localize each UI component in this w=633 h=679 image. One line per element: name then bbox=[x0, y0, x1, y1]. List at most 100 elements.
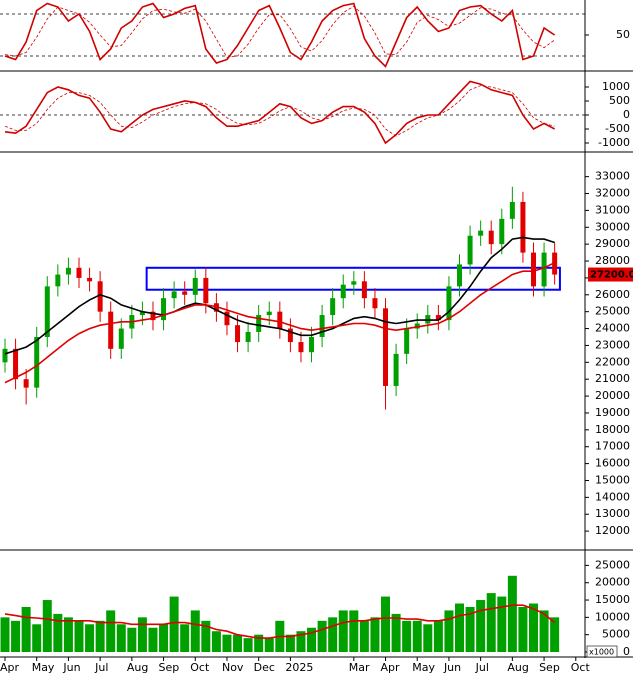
candle-body bbox=[319, 315, 325, 337]
volume-bar bbox=[476, 600, 486, 652]
candle-body bbox=[2, 348, 8, 363]
y-tick-label: 16000 bbox=[595, 457, 630, 470]
volume-bar bbox=[0, 617, 10, 652]
line-series bbox=[4, 2, 556, 68]
candle-body bbox=[44, 286, 50, 337]
x-tick-label: Mar bbox=[349, 661, 370, 674]
candle-body bbox=[13, 348, 19, 380]
unit-label: x1000 bbox=[589, 648, 614, 657]
candle-body bbox=[446, 286, 452, 321]
y-tick-label: 0 bbox=[623, 645, 630, 658]
candle-body bbox=[425, 315, 431, 324]
volume-bar bbox=[190, 610, 200, 652]
candle-body bbox=[309, 336, 315, 353]
line-series bbox=[4, 85, 555, 137]
candle-body bbox=[277, 311, 283, 329]
candle-body bbox=[182, 291, 188, 295]
y-tick-label: 23000 bbox=[595, 338, 630, 351]
line-series bbox=[4, 604, 556, 639]
y-tick-label: 24000 bbox=[595, 322, 630, 335]
y-tick-label: 25000 bbox=[595, 305, 630, 318]
candle-body bbox=[118, 328, 124, 349]
x-tick-label: May bbox=[32, 661, 55, 674]
candle-body bbox=[488, 230, 494, 245]
candle-body bbox=[467, 235, 473, 265]
volume-bar bbox=[11, 620, 21, 652]
volume-bar bbox=[159, 624, 169, 652]
volume-bar bbox=[201, 620, 211, 652]
volume-bar bbox=[328, 617, 338, 652]
candle-body bbox=[414, 323, 420, 329]
candle-body bbox=[383, 308, 389, 386]
candle-body bbox=[171, 291, 177, 299]
y-tick-label: 500 bbox=[609, 94, 630, 107]
candle-body bbox=[499, 218, 505, 245]
volume-bar bbox=[444, 610, 454, 652]
volume-bar bbox=[74, 620, 84, 652]
x-tick-label: Apr bbox=[381, 661, 401, 674]
line-series bbox=[4, 261, 555, 384]
candle-body bbox=[76, 267, 82, 278]
volume-bar bbox=[106, 610, 116, 652]
candle-body bbox=[150, 311, 156, 321]
volume-bar bbox=[381, 596, 391, 652]
candle-body bbox=[139, 311, 145, 316]
candle-body bbox=[287, 328, 293, 343]
candle-body bbox=[97, 281, 103, 312]
last-price-label: 27200.00 bbox=[590, 270, 633, 281]
y-tick-label: 0 bbox=[623, 108, 630, 121]
candle-body bbox=[531, 252, 536, 287]
volume-bar bbox=[53, 613, 63, 652]
y-tick-label: 17000 bbox=[595, 440, 630, 453]
candle-body bbox=[457, 264, 463, 287]
volume-bar bbox=[349, 610, 359, 652]
candle-body bbox=[266, 311, 272, 316]
volume-bar bbox=[285, 634, 295, 652]
x-tick-label: Sep bbox=[159, 661, 180, 674]
volume-bar bbox=[307, 627, 317, 652]
volume-bar bbox=[296, 631, 306, 652]
candle-body bbox=[245, 331, 251, 343]
candle-body bbox=[478, 230, 484, 236]
y-tick-label: 12000 bbox=[595, 524, 630, 537]
y-tick-label: 20000 bbox=[595, 389, 630, 402]
volume-bar bbox=[148, 627, 158, 652]
volume-bar bbox=[63, 617, 73, 652]
last-price-box bbox=[588, 267, 633, 282]
y-tick-label: 22000 bbox=[595, 355, 630, 368]
volume-bar bbox=[423, 624, 433, 652]
candle-body bbox=[108, 311, 114, 349]
candle-body bbox=[192, 277, 198, 295]
x-tick-label: Apr bbox=[0, 661, 20, 674]
volume-bar bbox=[21, 606, 31, 652]
volume-bar bbox=[550, 617, 560, 652]
volume-bar bbox=[539, 610, 549, 652]
line-series bbox=[4, 80, 555, 145]
volume-bar bbox=[338, 610, 348, 652]
volume-bar bbox=[42, 600, 52, 652]
volume-bar bbox=[32, 624, 42, 652]
volume-bar bbox=[233, 634, 243, 652]
volume-bar bbox=[243, 638, 253, 652]
y-tick-label: 29000 bbox=[595, 237, 630, 250]
volume-bar bbox=[359, 620, 369, 652]
x-tick-label: Aug bbox=[507, 661, 528, 674]
y-tick-label: 28000 bbox=[595, 254, 630, 267]
volume-bar bbox=[95, 620, 105, 652]
x-tick-label: 2025 bbox=[285, 661, 313, 674]
volume-bar bbox=[486, 593, 496, 652]
candle-body bbox=[65, 267, 71, 275]
candle-body bbox=[224, 311, 230, 326]
volume-bar bbox=[497, 596, 507, 652]
volume-bar bbox=[465, 606, 475, 652]
candle-body bbox=[340, 284, 346, 299]
x-tick-label: Jul bbox=[94, 661, 108, 674]
volume-bar bbox=[180, 624, 190, 652]
y-tick-label: 33000 bbox=[595, 170, 630, 183]
candle-body bbox=[372, 298, 378, 309]
candle-body bbox=[213, 303, 219, 312]
y-tick-label: 32000 bbox=[595, 187, 630, 200]
x-tick-label: Nov bbox=[222, 661, 244, 674]
x-tick-label: May bbox=[412, 661, 435, 674]
